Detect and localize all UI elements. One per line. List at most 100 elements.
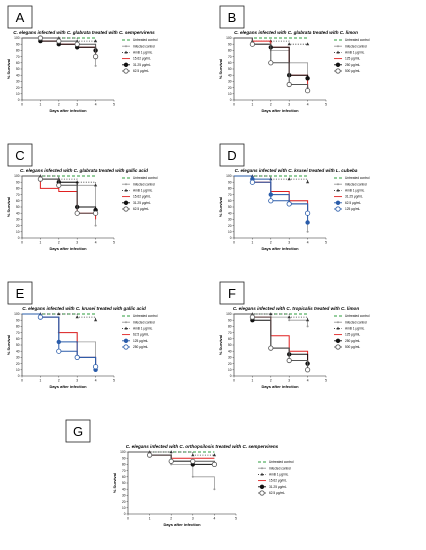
data-point [268,198,274,204]
data-point [56,182,62,188]
legend-item: 31.25 μg/mL [122,200,151,205]
y-tick-label: 10 [16,92,20,96]
data-point [93,210,99,216]
legend-marker [125,45,127,48]
panel-letter-box: B [219,5,245,29]
x-tick-label: 4 [307,379,309,383]
legend-label: 125 μg/mL [345,207,360,211]
y-tick-label: 0 [230,98,232,102]
legend-item: Infected control [258,466,291,470]
legend-label: 500 μg/mL [345,345,360,349]
x-tick-label: 2 [270,103,272,107]
x-tick-label: 2 [270,379,272,383]
data-point [268,60,274,66]
legend-label: 62.5 μg/mL [133,207,149,211]
y-axis-label: % Survival [6,335,11,355]
legend-label: AmB 1 μg/mL [133,327,153,331]
series-5 [234,313,311,373]
data-point [249,41,256,47]
x-tick-label: 0 [21,379,23,383]
y-tick-label: 0 [230,374,232,378]
panel-c: C C. elegans infected with C. glabrata tr… [2,142,212,270]
legend: Untreated control Infected control AmB 1 μ… [334,314,370,350]
series-5 [22,313,99,370]
y-tick-label: 70 [16,193,20,197]
y-tick-label: 60 [228,61,232,65]
legend-item: 125 μg/mL [122,338,148,343]
y-tick-label: 90 [228,42,232,46]
panel-letter-box: G [65,419,91,443]
x-axis-label: Days after infection [261,246,299,251]
y-tick-label: 100 [14,312,20,316]
legend: Untreated control Infected control AmB 1 μ… [334,176,370,212]
y-axis-label: % Survival [6,197,11,217]
data-point [212,453,216,457]
data-point [211,461,217,468]
data-point [94,39,98,43]
legend-item: 15.62 μg/mL [122,57,151,61]
x-tick-label: 0 [233,379,235,383]
y-tick-label: 0 [124,512,126,516]
legend-marker [124,188,128,192]
legend-item: Infected control [334,320,367,324]
series-5 [234,37,311,94]
legend: Untreated control Infected control AmB 1 μ… [258,460,294,496]
data-point [74,210,80,216]
data-point [213,488,216,491]
chart-title: C. elegans infected with C. krusei treat… [235,168,358,173]
legend-item: 125 μg/mL [334,333,360,337]
legend-item: Infected control [334,44,367,48]
x-tick-label: 4 [307,241,309,245]
legend-item: 31.25 μg/mL [334,195,363,199]
y-tick-label: 80 [16,325,20,329]
legend-marker [335,344,341,350]
data-point [168,458,174,464]
y-tick-label: 60 [228,337,232,341]
y-tick-label: 100 [226,36,232,40]
chart-title: C. elegans infected with C. glabrata tre… [20,168,148,173]
legend-item: 15.62 μg/mL [122,195,151,199]
y-tick-label: 50 [16,343,20,347]
legend-label: 31.25 μg/mL [345,195,363,199]
legend-label: 31.25 μg/mL [133,63,151,67]
y-axis-label: % Survival [218,197,223,217]
data-point [94,318,98,322]
data-point [57,312,61,316]
x-tick-label: 0 [233,241,235,245]
y-tick-label: 60 [228,199,232,203]
x-tick-label: 4 [95,241,97,245]
series-5 [22,35,99,60]
panel-letter-frame [7,5,33,29]
panel-letter-frame [219,143,245,167]
x-tick-label: 3 [76,379,78,383]
y-axis-label: % Survival [218,335,223,355]
y-tick-label: 50 [122,481,126,485]
legend-label: 250 μg/mL [345,63,360,67]
y-tick-label: 70 [228,55,232,59]
x-tick-label: 2 [58,379,60,383]
legend-item: AmB 1 μg/mL [334,327,365,331]
legend-item: Untreated control [258,460,294,464]
data-point [305,367,311,373]
data-point [94,224,97,227]
data-point [94,183,98,187]
legend-item: 62.5 μg/mL [258,490,285,496]
panel-letter-frame [7,281,33,305]
legend-marker [337,183,339,186]
data-point [93,53,99,60]
legend-item: 62.5 μg/mL [122,68,149,74]
legend-label: Untreated control [133,176,158,180]
legend-item: Infected control [334,182,367,186]
panel-letter-box: D [219,143,245,167]
legend-label: 15.62 μg/mL [133,195,151,199]
legend-label: Infected control [133,44,155,48]
y-tick-label: 70 [228,193,232,197]
legend-marker [337,321,339,324]
x-tick-label: 4 [307,103,309,107]
x-tick-label: 2 [170,517,172,521]
y-tick-label: 20 [16,224,20,228]
legend-item: Infected control [122,44,155,48]
legend-item: AmB 1 μg/mL [334,51,365,55]
legend-label: 15.62 μg/mL [133,57,151,61]
data-point [305,220,310,225]
